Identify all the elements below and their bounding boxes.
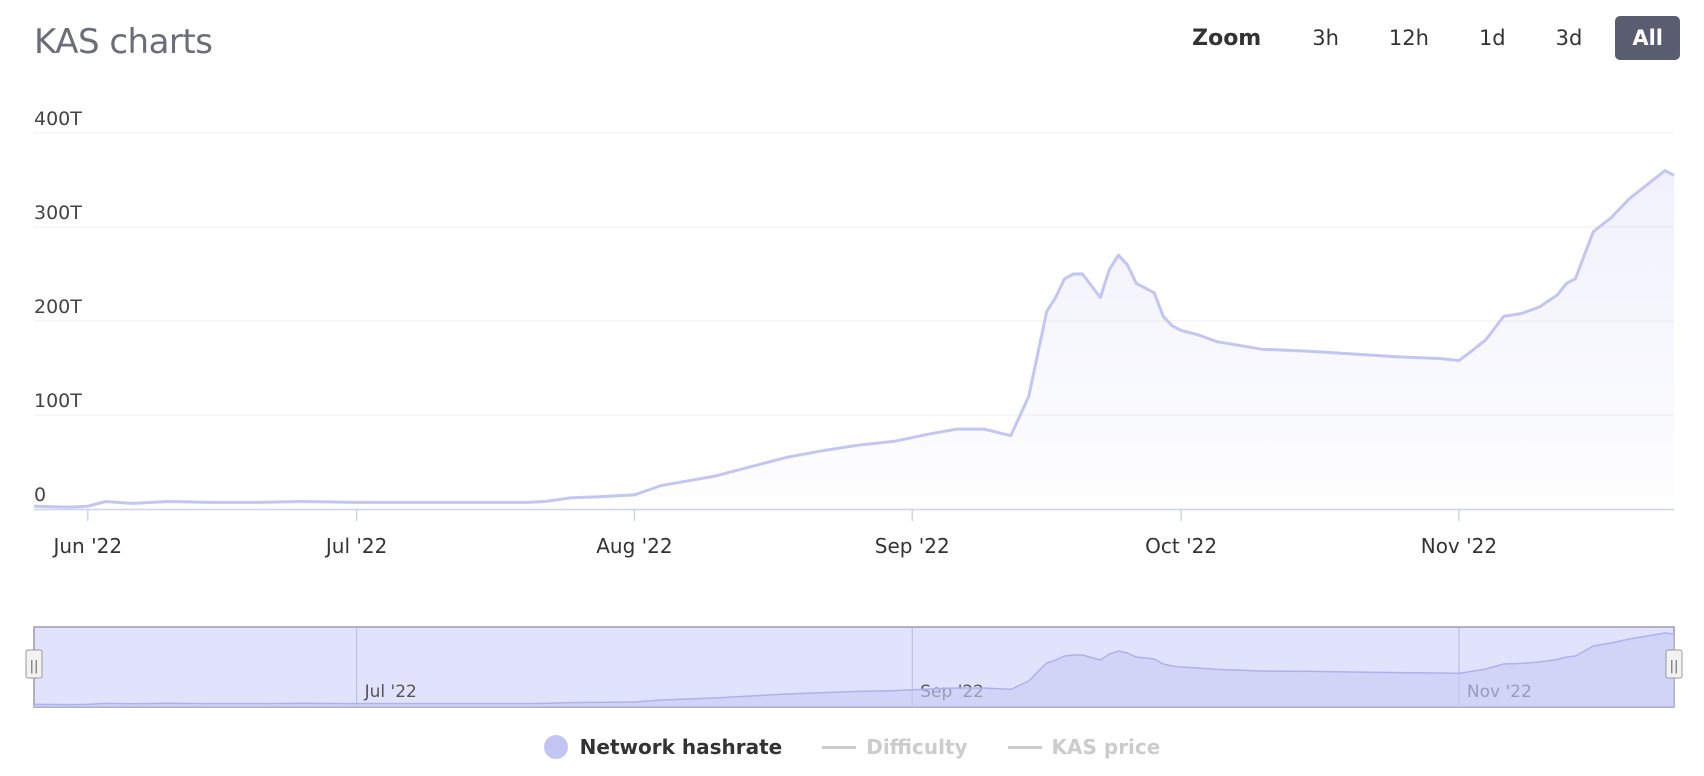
handle-grip-icon: || bbox=[30, 659, 39, 674]
y-tick-label: 200T bbox=[34, 296, 82, 318]
y-tick-label: 0 bbox=[34, 484, 46, 506]
x-tick-label: Sep '22 bbox=[875, 534, 950, 558]
legend-label: Network hashrate bbox=[579, 735, 783, 759]
x-tick-label: Nov '22 bbox=[1421, 534, 1497, 558]
legend-line-icon bbox=[1007, 745, 1042, 749]
navigator-left-handle[interactable]: || bbox=[25, 649, 43, 679]
x-tick-label: Jul '22 bbox=[324, 534, 387, 558]
series-area-network-hashrate bbox=[34, 170, 1674, 509]
zoom-label: Zoom bbox=[1192, 25, 1262, 51]
zoom-all-button[interactable]: All bbox=[1615, 16, 1680, 60]
zoom-1d-button[interactable]: 1d bbox=[1478, 26, 1506, 50]
zoom-selector: Zoom 3h 12h 1d 3d All bbox=[1192, 16, 1680, 60]
zoom-3h-button[interactable]: 3h bbox=[1312, 26, 1339, 50]
navigator-right-handle[interactable]: || bbox=[1665, 649, 1683, 679]
legend-item-kas-price[interactable]: KAS price bbox=[1007, 735, 1161, 759]
handle-box[interactable] bbox=[1665, 649, 1683, 679]
handle-box[interactable] bbox=[25, 649, 43, 679]
zoom-12h-button[interactable]: 12h bbox=[1388, 26, 1429, 50]
y-tick-label: 400T bbox=[34, 108, 82, 130]
y-tick-label: 100T bbox=[34, 390, 82, 412]
legend-label: Difficulty bbox=[866, 735, 968, 759]
x-tick-label: Jun '22 bbox=[51, 534, 122, 558]
series-line-network-hashrate[interactable] bbox=[33, 169, 1675, 509]
zoom-3d-button[interactable]: 3d bbox=[1555, 26, 1583, 50]
navigator-series-line bbox=[33, 632, 1675, 706]
y-axis: 0 100T 200T 300T 400T bbox=[34, 108, 82, 506]
hashrate-chart: 0 100T 200T 300T 400T Jun '22 Jul '22 Aug '22 S… bbox=[25, 108, 1683, 708]
legend-line-icon bbox=[822, 745, 857, 749]
handle-grip-icon: || bbox=[1670, 659, 1679, 674]
x-tick-label: Aug '22 bbox=[596, 534, 672, 558]
plot-area[interactable] bbox=[33, 169, 1675, 509]
navigator-series-area bbox=[34, 633, 1674, 707]
legend-item-network-hashrate[interactable]: Network hashrate bbox=[543, 735, 783, 759]
y-tick-label: 300T bbox=[34, 202, 82, 224]
legend: Network hashrate Difficulty KAS price bbox=[0, 735, 1704, 759]
x-tick-label: Oct '22 bbox=[1145, 534, 1217, 558]
legend-dot-icon bbox=[543, 735, 568, 759]
legend-item-difficulty[interactable]: Difficulty bbox=[822, 735, 968, 759]
x-axis: Jun '22 Jul '22 Aug '22 Sep '22 Oct '22 Nov '… bbox=[34, 508, 1674, 558]
chart-title: KAS charts bbox=[34, 22, 213, 62]
legend-label: KAS price bbox=[1051, 735, 1161, 759]
navigator-tick-label: Jul '22 bbox=[364, 682, 417, 702]
